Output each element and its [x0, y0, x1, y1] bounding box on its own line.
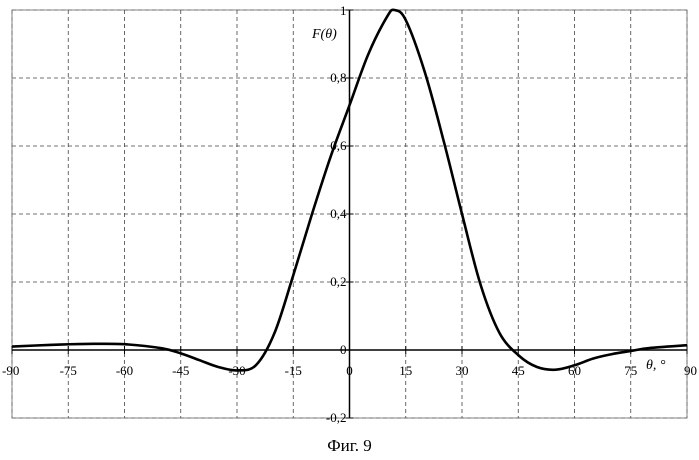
chart: -90-75-60-45-30-150153045607590 -0,200,2… [0, 0, 699, 430]
data-point [499, 332, 500, 333]
y-tick-label: 1 [340, 3, 347, 18]
y-tick-label: 0 [340, 342, 347, 357]
data-point [11, 346, 12, 347]
data-point [330, 156, 331, 157]
data-point [161, 348, 162, 349]
data-point [274, 332, 275, 333]
y-tick-label: -0,2 [326, 410, 347, 425]
data-point [199, 360, 200, 361]
x-tick-label: -75 [60, 363, 77, 378]
data-point [86, 343, 87, 344]
x-tick-label: 75 [624, 363, 637, 378]
x-tick-label: 0 [346, 363, 353, 378]
y-tick-label: 0,2 [330, 274, 346, 289]
data-point [124, 344, 125, 345]
x-tick-labels: -90-75-60-45-30-150153045607590 [2, 363, 697, 378]
data-point [368, 54, 369, 55]
y-tick-label: 0,4 [330, 206, 347, 221]
data-point [649, 347, 650, 348]
x-tick-label: 30 [456, 363, 469, 378]
x-tick-label: 45 [512, 363, 525, 378]
data-point [49, 344, 50, 345]
data-point [424, 71, 425, 72]
x-tick-label: -90 [2, 363, 19, 378]
data-point [255, 365, 256, 366]
x-tick-label: -45 [172, 363, 189, 378]
data-point [518, 355, 519, 356]
x-tick-label: -60 [116, 363, 133, 378]
data-point [311, 213, 312, 214]
data-point [386, 16, 387, 17]
data-point [218, 366, 219, 367]
x-axis-label: θ, ° [646, 358, 666, 373]
figure-caption: Фиг. 9 [0, 436, 699, 456]
data-point [593, 358, 594, 359]
x-tick-label: -15 [285, 363, 302, 378]
x-tick-label: 15 [399, 363, 412, 378]
data-point [686, 345, 687, 346]
y-tick-label: 0,8 [330, 70, 346, 85]
data-point [555, 369, 556, 370]
y-axis-label: F(θ) [311, 27, 337, 42]
data-point [443, 139, 444, 140]
data-point [236, 370, 237, 371]
data-point [536, 366, 537, 367]
data-point [293, 275, 294, 276]
data-point [611, 353, 612, 354]
data-point [630, 350, 631, 351]
data-point [574, 365, 575, 366]
data-point [461, 213, 462, 214]
data-point [394, 9, 395, 10]
data-point [405, 20, 406, 21]
x-tick-label: 90 [684, 363, 697, 378]
data-point [180, 353, 181, 354]
data-point [349, 105, 350, 106]
data-point [480, 285, 481, 286]
